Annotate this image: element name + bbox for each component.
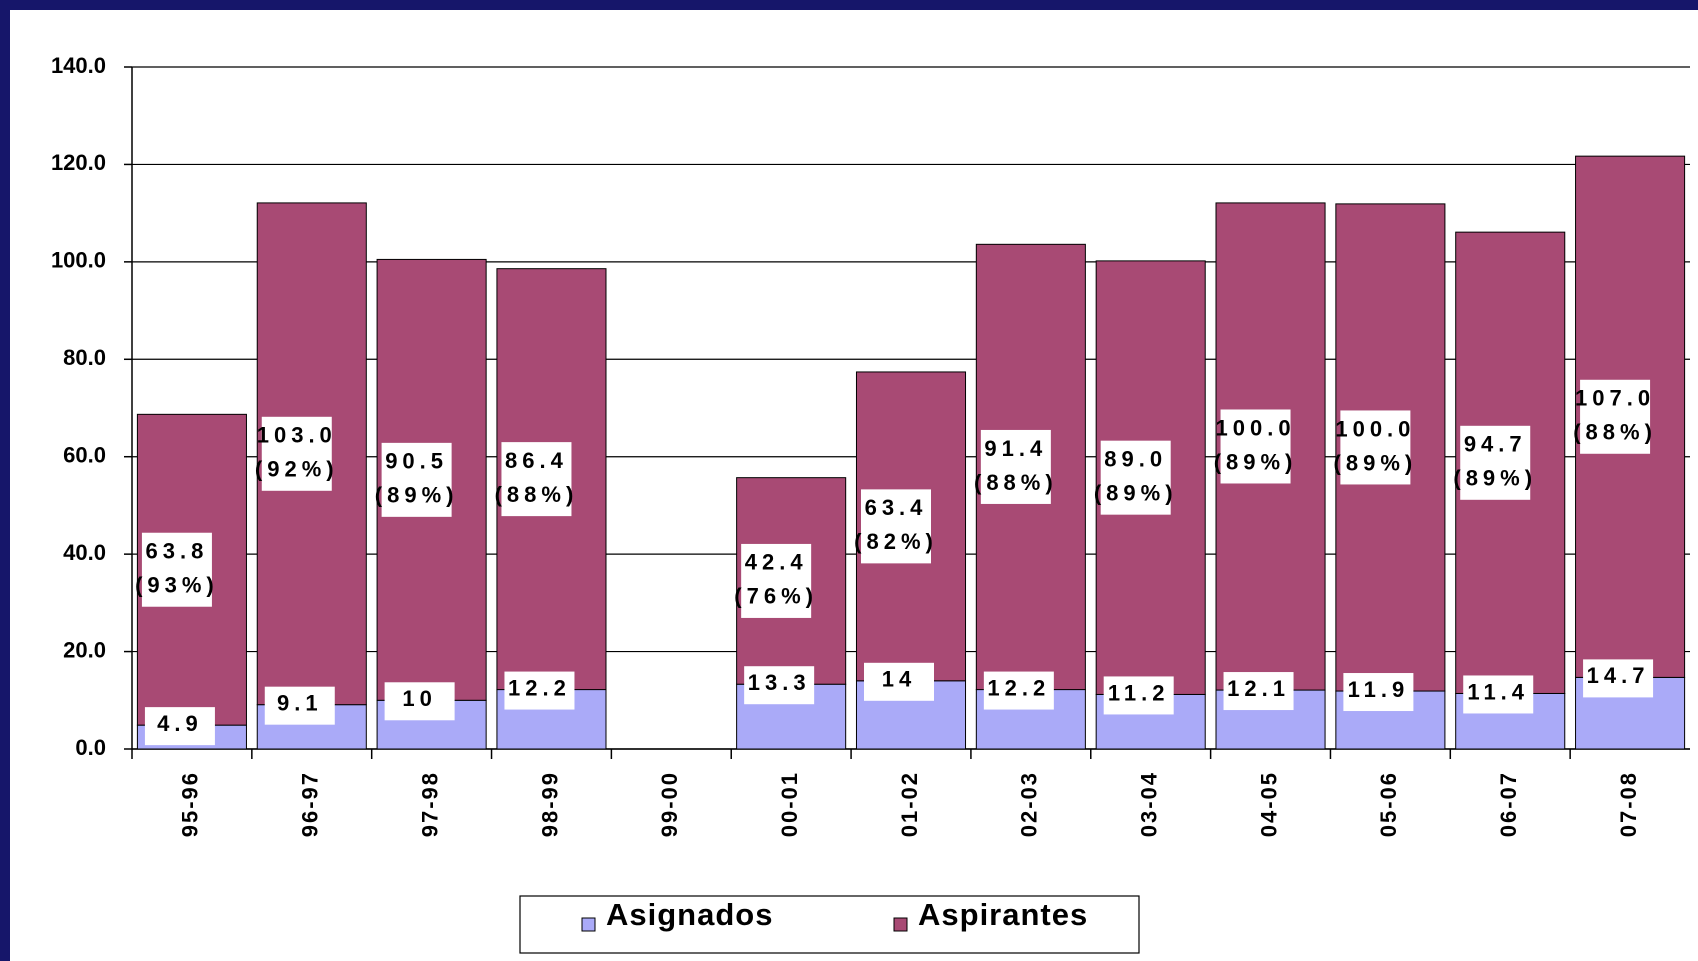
value-label: (89%): [375, 483, 459, 508]
value-label: (82%): [854, 529, 938, 554]
value-label: (93%): [135, 573, 219, 598]
legend-swatch: [893, 917, 908, 932]
x-tick-label: 96-97: [298, 771, 323, 837]
x-tick-label: 01-02: [897, 771, 922, 837]
value-label: 4.9: [157, 711, 203, 736]
legend-label: Asignados: [606, 897, 773, 932]
value-label: 86.4: [505, 448, 568, 473]
value-label: (76%): [734, 584, 818, 609]
value-label: 100.0: [1335, 416, 1415, 441]
x-tick-label: 99-00: [657, 771, 682, 837]
value-label-box: [1340, 410, 1411, 485]
value-label: (89%): [1453, 466, 1537, 491]
y-tick-label: 60.0: [63, 443, 106, 468]
value-label-box: [983, 671, 1054, 710]
value-label: 14.7: [1587, 663, 1650, 688]
value-label-box: [501, 442, 572, 517]
value-label: (88%): [1573, 420, 1657, 445]
value-label-box: [384, 682, 455, 721]
value-label: 9.1: [277, 690, 323, 715]
x-tick-label: 06-07: [1496, 771, 1521, 837]
value-label: 12.1: [1227, 676, 1290, 701]
value-label-box: [1100, 440, 1171, 515]
value-label: (89%): [1334, 450, 1418, 475]
y-tick-label: 40.0: [63, 540, 106, 565]
x-tick-label: 02-03: [1017, 771, 1042, 837]
value-label: 94.7: [1464, 432, 1527, 457]
value-label: 63.4: [865, 495, 928, 520]
value-label: 12.2: [508, 675, 571, 700]
value-label-box: [1223, 672, 1294, 711]
value-label: 63.8: [146, 539, 209, 564]
value-label: 13.3: [748, 670, 811, 695]
value-label-box: [1580, 379, 1651, 454]
x-tick-label: 07-08: [1616, 771, 1641, 837]
value-label-box: [1460, 425, 1531, 500]
x-tick-label: 03-04: [1137, 771, 1162, 837]
value-label: 107.0: [1575, 386, 1655, 411]
value-label: 100.0: [1216, 415, 1296, 440]
value-label: 89.0: [1104, 446, 1167, 471]
y-tick-label: 0.0: [75, 735, 106, 760]
value-label: 11.4: [1467, 679, 1529, 704]
value-label-box: [861, 489, 931, 564]
value-label: (88%): [974, 470, 1058, 495]
value-label-box: [144, 707, 215, 746]
value-label-box: [141, 532, 212, 607]
y-tick-label: 120.0: [51, 150, 106, 175]
value-label: 103.0: [257, 423, 337, 448]
value-label-box: [261, 416, 332, 491]
legend-swatch: [581, 917, 596, 932]
value-label: 12.2: [987, 675, 1050, 700]
x-tick-label: 00-01: [777, 771, 802, 837]
value-label-box: [744, 666, 815, 705]
y-tick-label: 100.0: [51, 248, 106, 273]
value-label: (89%): [1214, 449, 1298, 474]
value-label-box: [504, 671, 575, 710]
value-label-box: [1583, 659, 1654, 698]
value-label-box: [1343, 673, 1414, 712]
y-tick-label: 80.0: [63, 345, 106, 370]
y-tick-label: 140.0: [51, 53, 106, 78]
value-label-box: [1463, 675, 1534, 714]
value-label: 10: [402, 686, 436, 711]
value-label: (92%): [255, 457, 339, 482]
value-label-box: [741, 543, 812, 618]
x-tick-label: 95-96: [178, 771, 203, 837]
x-tick-label: 05-06: [1376, 771, 1401, 837]
x-tick-label: 97-98: [417, 771, 442, 837]
value-label: 91.4: [984, 436, 1047, 461]
value-label: 42.4: [745, 550, 808, 575]
legend-label: Aspirantes: [918, 897, 1088, 932]
x-tick-label: 04-05: [1256, 771, 1281, 837]
x-tick-label: 98-99: [537, 771, 562, 837]
legend-box: [519, 895, 1140, 954]
value-label-box: [980, 429, 1051, 504]
value-label-box: [381, 442, 452, 517]
value-label: (89%): [1094, 480, 1178, 505]
value-label: 90.5: [385, 449, 448, 474]
value-label: 14: [882, 667, 916, 692]
value-label-box: [864, 662, 934, 701]
value-label-box: [264, 686, 335, 725]
value-label: 11.9: [1348, 677, 1410, 702]
value-label: 11.2: [1108, 680, 1170, 705]
value-label: (88%): [495, 482, 579, 507]
y-tick-label: 20.0: [63, 637, 106, 662]
value-label-box: [1103, 676, 1174, 715]
value-label-box: [1220, 409, 1291, 484]
